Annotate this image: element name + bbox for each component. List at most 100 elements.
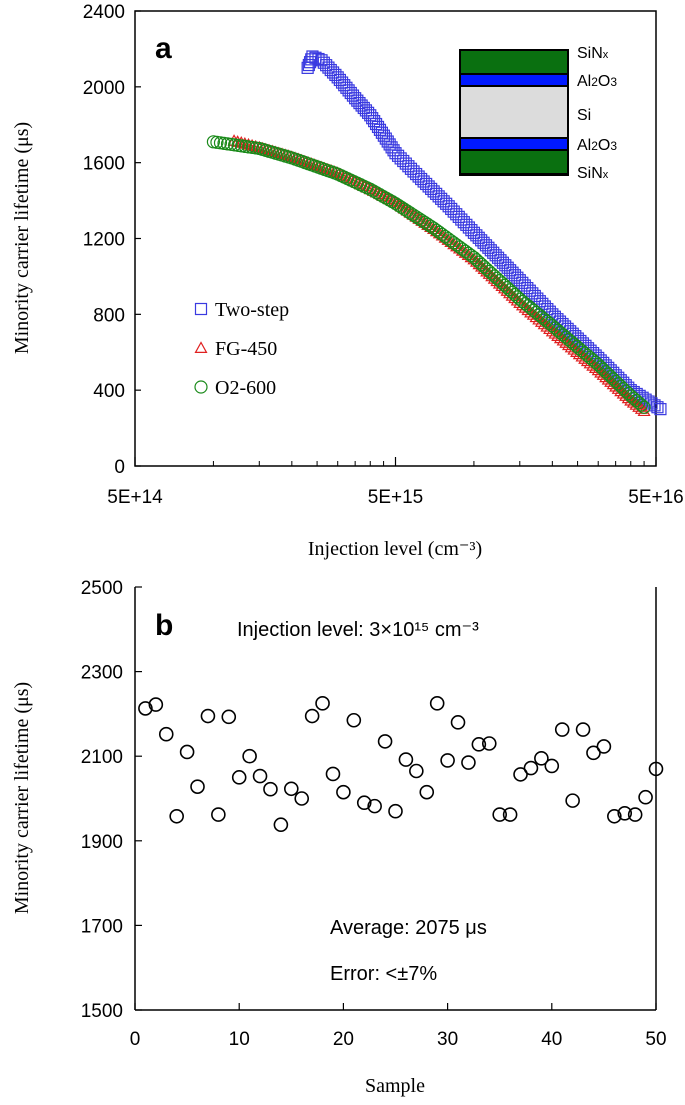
legend-marker bbox=[194, 302, 208, 316]
panel-label-b: b bbox=[155, 609, 173, 642]
x-axis-title-a: Injection level (cm⁻³) bbox=[308, 538, 482, 560]
data-point bbox=[322, 61, 335, 74]
inset-layer-sinx bbox=[461, 51, 567, 73]
x-tick-label-b: 40 bbox=[541, 1029, 562, 1050]
x-tick-label-b: 10 bbox=[229, 1029, 250, 1050]
data-point bbox=[355, 99, 368, 112]
panel-label-a: a bbox=[155, 32, 172, 65]
data-point bbox=[648, 761, 664, 777]
annotation-error: Error: <±7% bbox=[330, 963, 437, 985]
data-point bbox=[450, 715, 466, 730]
series-o2-600 bbox=[206, 135, 651, 414]
data-point bbox=[596, 362, 610, 376]
data-point bbox=[619, 384, 633, 398]
inset-layer-sinx bbox=[461, 151, 567, 173]
data-point bbox=[627, 807, 643, 822]
y-tick-label-a: 1200 bbox=[83, 230, 125, 251]
data-point bbox=[440, 753, 455, 768]
data-point bbox=[611, 377, 625, 391]
data-point bbox=[179, 744, 195, 760]
data-point bbox=[534, 751, 549, 766]
inset-label: SiNx bbox=[577, 45, 609, 62]
data-point bbox=[621, 386, 635, 401]
data-point bbox=[409, 763, 424, 779]
data-point bbox=[357, 101, 370, 115]
y-tick-label-a: 2000 bbox=[83, 78, 125, 99]
y-tick-label-b: 1500 bbox=[81, 1001, 123, 1022]
data-point bbox=[359, 104, 373, 117]
data-point bbox=[324, 63, 337, 77]
x-tick-label-a: 5E+14 bbox=[107, 487, 163, 508]
data-point bbox=[508, 287, 522, 302]
data-point bbox=[599, 365, 613, 379]
data-point bbox=[471, 737, 487, 752]
data-point bbox=[481, 736, 497, 751]
y-tick-label-b: 1900 bbox=[81, 832, 123, 853]
x-tick-label-b: 0 bbox=[130, 1029, 141, 1050]
data-point bbox=[485, 267, 499, 281]
data-point bbox=[461, 755, 476, 770]
y-tick-label-a: 1600 bbox=[83, 154, 125, 175]
data-point bbox=[349, 92, 362, 105]
data-point bbox=[482, 264, 496, 278]
data-point bbox=[607, 808, 622, 824]
data-point bbox=[469, 253, 484, 267]
y-tick-label-b: 2100 bbox=[81, 747, 123, 768]
data-point bbox=[604, 370, 618, 384]
data-point bbox=[474, 257, 489, 272]
data-point bbox=[190, 779, 205, 794]
data-point bbox=[492, 274, 507, 288]
y-tick-label-b: 1700 bbox=[81, 916, 123, 937]
data-point bbox=[614, 379, 628, 393]
inset-label: Si bbox=[577, 107, 591, 124]
data-point bbox=[315, 54, 328, 67]
data-point bbox=[601, 367, 615, 381]
legend-marker bbox=[194, 341, 208, 353]
legend-label: Two-step bbox=[215, 299, 289, 321]
x-tick-label-b: 50 bbox=[645, 1029, 666, 1050]
data-point bbox=[502, 283, 517, 297]
data-point bbox=[523, 760, 539, 776]
data-point bbox=[242, 748, 257, 764]
y-axis-title-b: Minority carrier lifetime (μs) bbox=[11, 682, 33, 914]
data-point bbox=[490, 271, 504, 285]
data-point bbox=[353, 96, 366, 110]
x-tick-label-a: 5E+16 bbox=[628, 487, 683, 508]
data-point bbox=[221, 709, 237, 725]
data-point bbox=[263, 781, 278, 797]
inset-layer-si bbox=[461, 87, 567, 137]
data-point bbox=[487, 269, 501, 283]
data-point bbox=[377, 734, 393, 749]
annotation-average: Average: 2075 μs bbox=[330, 917, 487, 939]
data-point bbox=[588, 355, 603, 369]
data-point bbox=[304, 708, 320, 724]
data-point bbox=[351, 94, 364, 107]
inset-layer-al2o3 bbox=[461, 75, 567, 85]
data-point bbox=[500, 280, 514, 295]
y-tick-label-a: 0 bbox=[114, 457, 125, 478]
legend-label: O2-600 bbox=[215, 377, 276, 399]
data-point bbox=[326, 66, 340, 79]
data-point bbox=[497, 278, 512, 292]
x-tick-label-b: 30 bbox=[437, 1029, 458, 1050]
y-tick-label-b: 2300 bbox=[81, 663, 123, 684]
data-point bbox=[594, 360, 608, 374]
data-point bbox=[336, 784, 351, 800]
data-point bbox=[502, 807, 518, 822]
data-point bbox=[388, 803, 403, 819]
data-point bbox=[544, 758, 560, 774]
data-point bbox=[315, 696, 330, 711]
data-point bbox=[169, 808, 184, 824]
data-point bbox=[234, 136, 248, 148]
data-point bbox=[367, 798, 382, 814]
annotation-injection: Injection level: 3×10¹⁵ cm⁻³ bbox=[237, 619, 479, 641]
data-point bbox=[586, 745, 601, 761]
y-tick-label-a: 800 bbox=[93, 305, 125, 326]
data-point bbox=[654, 403, 667, 416]
data-point bbox=[325, 766, 341, 782]
data-point bbox=[565, 793, 580, 808]
data-point bbox=[429, 696, 445, 711]
panel-b: b Injection level: 3×10¹⁵ cm⁻³ Average: … bbox=[11, 578, 667, 1097]
legend-label: FG-450 bbox=[215, 338, 277, 360]
